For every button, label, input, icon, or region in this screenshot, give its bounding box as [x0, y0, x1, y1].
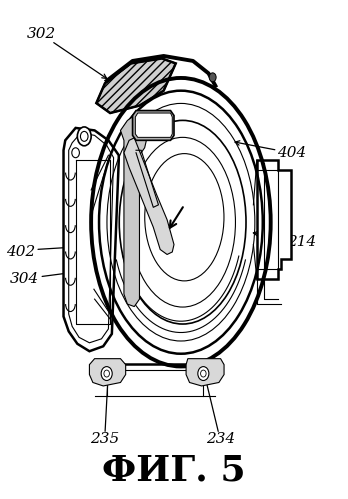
Text: ФИГ. 5: ФИГ. 5: [102, 453, 246, 488]
Text: 404: 404: [277, 146, 306, 160]
Ellipse shape: [77, 127, 91, 146]
Ellipse shape: [101, 367, 112, 381]
Polygon shape: [120, 113, 171, 306]
Polygon shape: [257, 160, 291, 279]
Ellipse shape: [72, 148, 79, 158]
Text: 234: 234: [206, 432, 235, 446]
Polygon shape: [96, 58, 176, 113]
Polygon shape: [64, 128, 119, 351]
Polygon shape: [186, 359, 224, 386]
Polygon shape: [135, 113, 172, 137]
Ellipse shape: [209, 73, 216, 82]
Ellipse shape: [198, 367, 209, 381]
Polygon shape: [124, 138, 174, 254]
Text: 235: 235: [90, 432, 120, 446]
Polygon shape: [133, 111, 174, 140]
Text: 304: 304: [10, 272, 39, 286]
Text: 214: 214: [287, 235, 316, 249]
Polygon shape: [89, 359, 126, 386]
Text: 302: 302: [26, 26, 56, 40]
Text: 402: 402: [6, 245, 35, 259]
